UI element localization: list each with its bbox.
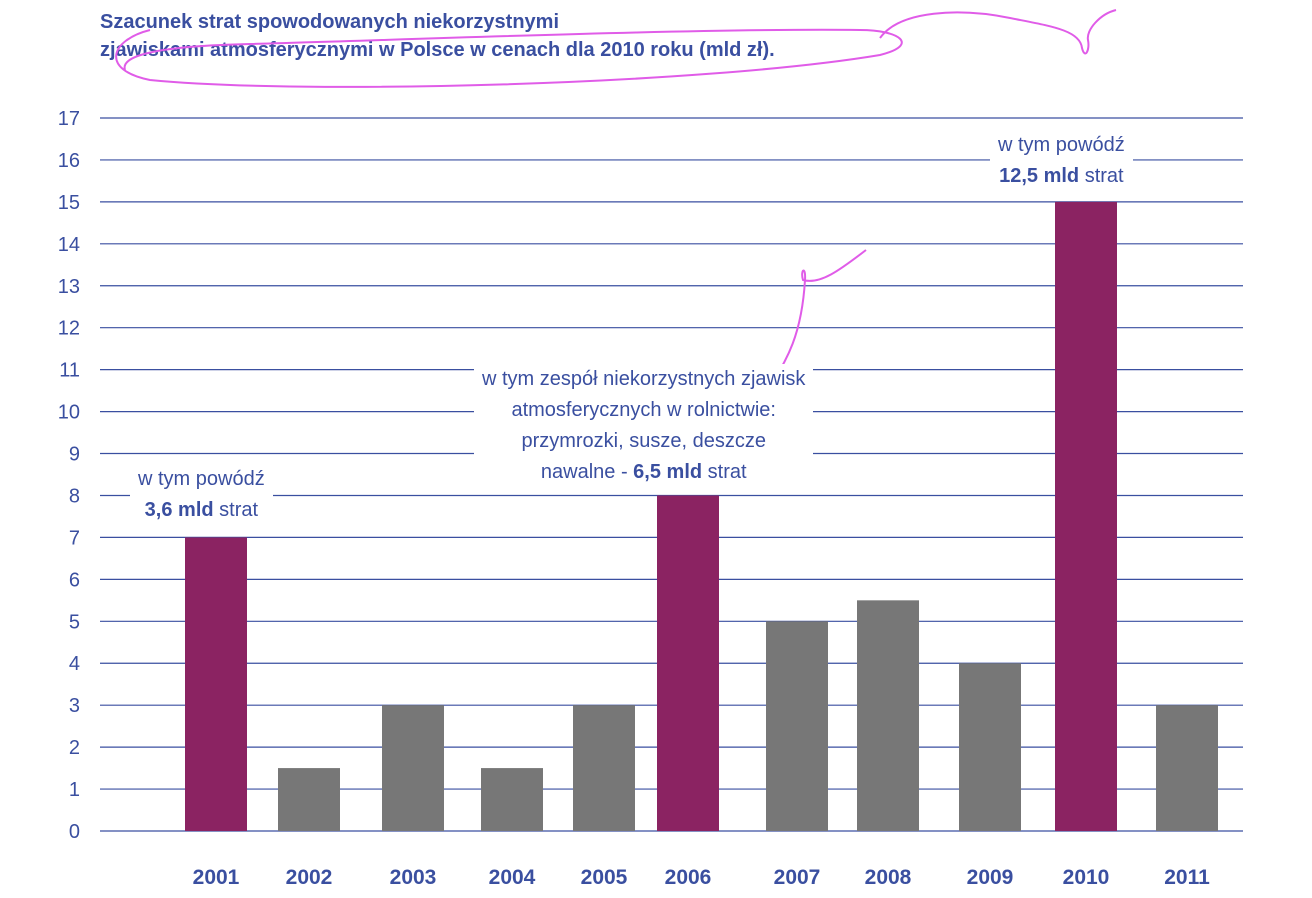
annotation-2006-line-2: atmosferycznych w rolnictwie: — [511, 399, 776, 421]
annotation-2006-suffix: strat — [702, 461, 747, 483]
annotation-2010-value: 12,5 mld — [999, 165, 1080, 187]
y-tick-label: 7 — [69, 527, 80, 549]
annotation-2006-prefix: nawalne - — [540, 461, 634, 483]
x-tick-label-2004: 2004 — [489, 866, 536, 889]
bar-2010 — [1055, 201, 1117, 832]
x-tick-label-2009: 2009 — [967, 866, 1014, 889]
annotation-2010-line-2: 12,5 mld strat — [998, 161, 1125, 192]
x-tick-label-2002: 2002 — [286, 866, 333, 889]
annotation-2001-line-2: 3,6 mld strat — [138, 495, 265, 526]
bar-2009 — [959, 663, 1021, 831]
annotation-2006-line-4: nawalne - 6,5 mld strat — [482, 457, 805, 488]
y-tick-label: 9 — [69, 444, 80, 466]
annotation-2001-line-1: w tym powódź — [138, 468, 265, 490]
annotation-2001-value: 3,6 mld — [144, 499, 214, 521]
y-tick-label: 5 — [69, 611, 80, 633]
annotation-2006-line-3: przymrozki, susze, deszcze — [521, 430, 766, 452]
y-tick-label: 15 — [58, 192, 80, 214]
bar-2011 — [1156, 705, 1218, 831]
y-tick-label: 10 — [58, 402, 80, 424]
y-tick-label: 16 — [58, 150, 80, 172]
x-tick-label-2011: 2011 — [1164, 866, 1210, 889]
y-tick-label: 12 — [58, 318, 80, 340]
y-tick-label: 17 — [58, 108, 80, 130]
y-tick-label: 14 — [58, 234, 80, 256]
annotation-2010-line-1: w tym powódź — [998, 134, 1125, 156]
chart-title-line-2: zjawiskami atmosferycznymi w Polsce w ce… — [100, 39, 775, 61]
bar-2008 — [857, 600, 919, 831]
annotation-2010: w tym powódź 12,5 mld strat — [990, 130, 1133, 192]
annotation-2006: w tym zespół niekorzystnych zjawisk atmo… — [474, 364, 814, 488]
chart-title-line-1: Szacunek strat spowodowanych niekorzystn… — [100, 11, 560, 33]
chart-title: Szacunek strat spowodowanych niekorzystn… — [100, 8, 1000, 64]
y-tick-label: 3 — [69, 695, 80, 717]
bar-2006 — [657, 495, 719, 831]
y-tick-label: 6 — [69, 569, 80, 591]
y-tick-label: 0 — [69, 821, 80, 843]
bar-2002 — [278, 768, 340, 831]
y-tick-label: 4 — [69, 653, 80, 675]
x-axis: 2001 2002 2003 2004 2005 2006 2007 2008 2009 2010… — [193, 866, 1210, 889]
y-tick-label: 13 — [58, 276, 80, 298]
bar-2001 — [185, 537, 247, 831]
x-tick-label-2006: 2006 — [665, 866, 712, 889]
bar-2007 — [766, 621, 828, 831]
y-tick-label: 2 — [69, 737, 80, 759]
bar-2003 — [382, 705, 444, 831]
x-tick-label-2008: 2008 — [865, 866, 912, 889]
annotation-2010-suffix: strat — [1079, 165, 1124, 187]
x-tick-label-2007: 2007 — [774, 866, 821, 889]
y-tick-label: 1 — [69, 779, 80, 801]
annotation-2001: w tym powódź 3,6 mld strat — [130, 464, 273, 526]
bar-2005 — [573, 705, 635, 831]
y-tick-label: 8 — [69, 485, 80, 507]
x-tick-label-2005: 2005 — [581, 866, 628, 889]
scribble-title-loop — [115, 28, 903, 88]
bars — [185, 201, 1218, 832]
annotation-2001-suffix: strat — [213, 499, 259, 521]
y-tick-label: 11 — [59, 360, 80, 382]
x-tick-label-2001: 2001 — [193, 866, 240, 889]
x-tick-label-2003: 2003 — [390, 866, 437, 889]
bar-2004 — [481, 768, 543, 831]
annotation-2006-value: 6,5 mld — [633, 461, 703, 483]
x-tick-label-2010: 2010 — [1063, 866, 1110, 889]
scribble-title-wave — [879, 9, 1117, 55]
annotation-2006-line-1: w tym zespół niekorzystnych zjawisk — [482, 368, 806, 390]
